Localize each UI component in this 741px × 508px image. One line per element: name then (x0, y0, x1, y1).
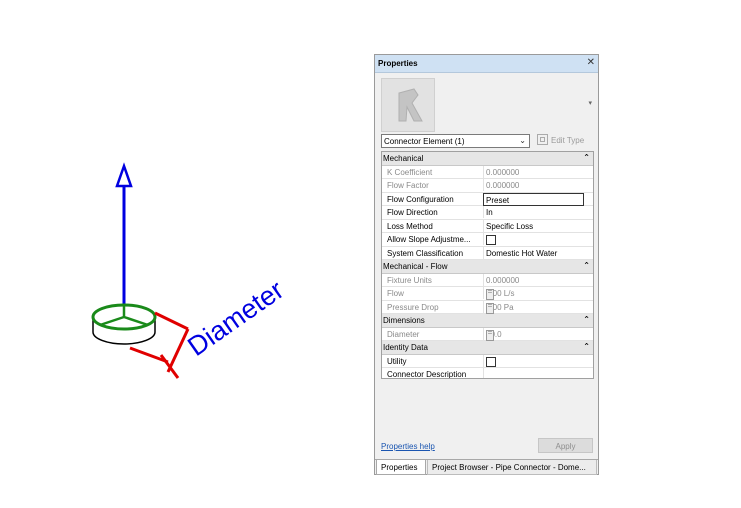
property-value-text: Preset (486, 195, 510, 205)
dimension-extension-top (154, 311, 189, 331)
property-name: Utility (387, 356, 407, 366)
property-name: Fixture Units (387, 275, 432, 285)
properties-panel: Properties ✕ ▾ Connector Element (1) ⌄ E… (374, 54, 599, 475)
property-row[interactable]: Connector Description (382, 368, 593, 379)
property-value[interactable]: Specific Loss (483, 219, 584, 232)
section-title: Dimensions (383, 316, 425, 325)
property-grid: Mechanical ⌃ K Coefficient 0.000000 Flow Fac… (381, 151, 594, 379)
section-header[interactable]: Dimensions ⌃ (382, 314, 593, 328)
edit-type-label: Edit Type (551, 136, 585, 145)
property-value[interactable]: Preset (483, 192, 584, 206)
property-name: Allow Slope Adjustme... (387, 235, 471, 244)
property-value-text: 1.00 L/s (486, 289, 515, 298)
dimension-tick (159, 354, 180, 379)
property-row[interactable]: System Classification Domestic Hot Water (382, 246, 593, 260)
edit-type-button[interactable]: Edit Type (537, 134, 584, 148)
section-title: Mechanical - Flow (383, 262, 448, 271)
property-value-text: Specific Loss (486, 221, 534, 231)
dimension-label[interactable]: Diameter (182, 275, 289, 362)
property-value: 0.000000 (483, 273, 584, 286)
collapse-icon[interactable]: ⌃ (583, 153, 590, 162)
collapse-icon[interactable]: ⌃ (583, 342, 590, 351)
tab-properties[interactable]: Properties (376, 460, 426, 475)
edit-type-icon (537, 134, 548, 145)
property-checkbox-cell[interactable] (483, 233, 584, 245)
property-value: 40.0= (483, 327, 584, 341)
drawing-viewport[interactable]: Diameter (0, 0, 370, 508)
property-name: Flow Configuration (387, 194, 454, 204)
property-row[interactable]: Flow Factor 0.000000 (382, 179, 593, 193)
connector-graphic: Diameter (91, 162, 289, 379)
connector-cross-right (123, 315, 149, 327)
property-name: System Classification (387, 248, 464, 258)
property-value-text: 0.00 Pa (486, 302, 514, 312)
panel-title: Properties (378, 59, 418, 68)
property-row[interactable]: Allow Slope Adjustme... (382, 233, 593, 247)
property-row[interactable]: Pressure Drop 0.00 Pa = (382, 300, 593, 314)
chevron-down-icon: ⌄ (519, 136, 526, 145)
property-value-text: Domestic Hot Water (486, 248, 558, 258)
property-row[interactable]: Diameter 40.0= (382, 327, 593, 341)
property-name: Pressure Drop (387, 302, 439, 312)
property-value[interactable]: In (483, 206, 584, 218)
property-row[interactable]: Loss Method Specific Loss (382, 219, 593, 233)
property-value-text: 0.000000 (486, 167, 520, 177)
property-value-text: 0.000000 (486, 181, 520, 190)
connector-cross-left (99, 315, 125, 327)
property-value-text: In (486, 208, 493, 217)
property-name: K Coefficient (387, 167, 433, 177)
property-name: Connector Description (387, 370, 467, 379)
associate-parameter-icon[interactable]: = (486, 288, 494, 300)
checkbox[interactable] (486, 235, 496, 245)
family-thumbnail-icon (398, 88, 423, 122)
section-header[interactable]: Identity Data ⌃ (382, 341, 593, 355)
collapse-icon[interactable]: ⌃ (583, 261, 590, 270)
tab-project-browser[interactable]: Project Browser - Pipe Connector - Dome.… (427, 460, 597, 475)
dimension-line (166, 328, 190, 373)
type-dropdown-arrow-icon[interactable]: ▾ (588, 100, 592, 107)
close-icon[interactable]: ✕ (586, 57, 595, 68)
panel-titlebar[interactable]: Properties ✕ (375, 55, 598, 73)
collapse-icon[interactable]: ⌃ (583, 315, 590, 324)
property-checkbox-cell[interactable] (483, 354, 584, 367)
associate-parameter-icon[interactable]: = (486, 301, 494, 314)
section-title: Identity Data (383, 343, 428, 352)
dimension-extension-bottom (129, 346, 169, 364)
property-name: Diameter (387, 329, 420, 339)
property-name: Loss Method (387, 221, 433, 231)
property-row[interactable]: Utility (382, 354, 593, 368)
property-name: Flow Direction (387, 208, 438, 217)
type-preview-image (381, 78, 435, 132)
checkbox[interactable] (486, 356, 496, 367)
property-value: 1.00 L/s = (483, 287, 584, 300)
property-value: 0.000000 (483, 179, 584, 191)
section-header[interactable]: Mechanical ⌃ (382, 152, 593, 166)
property-row[interactable]: Fixture Units 0.000000 (382, 273, 593, 287)
section-title: Mechanical (383, 154, 424, 163)
property-name: Flow (387, 289, 404, 298)
associate-parameter-icon[interactable]: = (486, 328, 494, 341)
section-header[interactable]: Mechanical - Flow ⌃ (382, 260, 593, 274)
property-name: Flow Factor (387, 181, 429, 190)
property-value[interactable]: Domestic Hot Water (483, 246, 584, 259)
flow-arrow-head (115, 162, 133, 188)
property-value: 0.000000 (483, 165, 584, 178)
properties-help-link[interactable]: Properties help (381, 442, 435, 451)
apply-button[interactable]: Apply (538, 438, 593, 453)
property-row[interactable]: K Coefficient 0.000000 (382, 165, 593, 179)
element-type-selector-label: Connector Element (1) (384, 137, 465, 146)
property-row[interactable]: Flow Direction In (382, 206, 593, 220)
property-value-text: 0.000000 (486, 275, 520, 285)
property-value[interactable] (483, 368, 584, 378)
property-value: 0.00 Pa = (483, 300, 584, 314)
element-type-selector[interactable]: Connector Element (1) ⌄ (381, 134, 530, 148)
property-row[interactable]: Flow Configuration Preset (382, 192, 593, 206)
property-row[interactable]: Flow 1.00 L/s = (382, 287, 593, 301)
panel-tabs: Properties Project Browser - Pipe Connec… (375, 459, 598, 475)
